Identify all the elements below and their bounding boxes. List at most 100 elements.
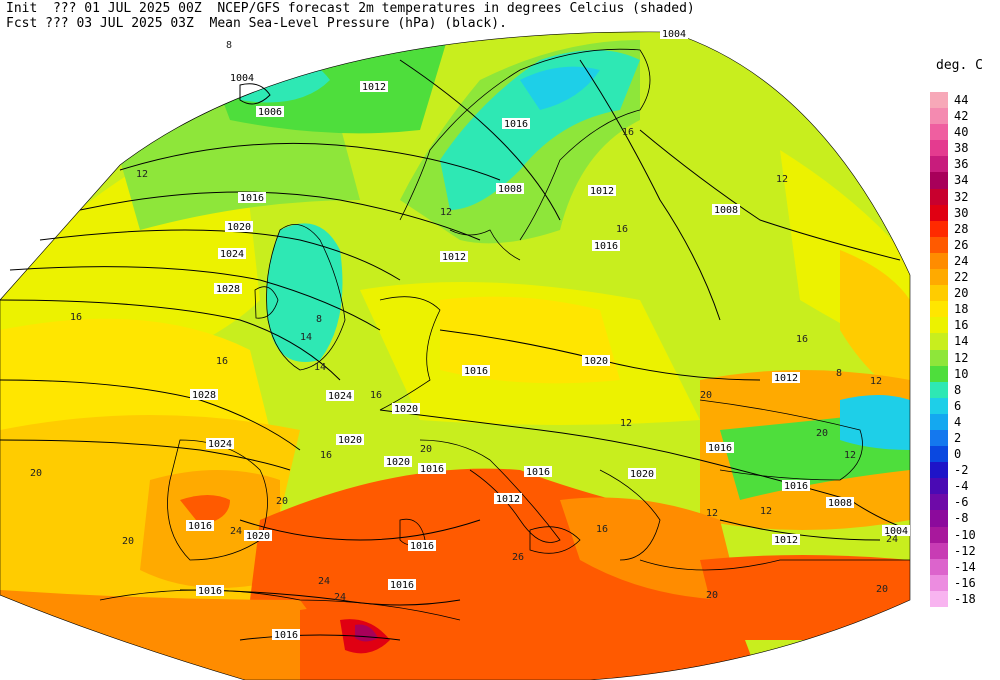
pressure-label: 1024: [220, 249, 244, 260]
pressure-label: 1012: [442, 252, 466, 263]
legend-label: 12: [954, 350, 969, 365]
temp-label: 20: [122, 536, 134, 547]
legend-swatch: [930, 92, 948, 109]
legend-label: -2: [954, 463, 969, 478]
pressure-label: 1004: [230, 73, 254, 84]
temp-label: 20: [816, 428, 828, 439]
legend-swatch: [930, 108, 948, 125]
legend-label: -16: [954, 575, 976, 590]
temp-label: 16: [70, 312, 82, 323]
pressure-label: 1016: [504, 119, 528, 130]
legend-swatch: [930, 397, 948, 414]
legend-swatch: [930, 446, 948, 463]
pressure-label: 1006: [258, 107, 282, 118]
legend-label: -4: [954, 479, 969, 494]
header-line-forecast: Fcst ??? 03 JUL 2025 03Z Mean Sea-Level …: [6, 16, 507, 31]
pressure-label: 1028: [192, 390, 216, 401]
pressure-label: 1020: [394, 404, 418, 415]
legend-label: 14: [954, 334, 969, 349]
legend-label: 6: [954, 398, 962, 413]
isobars: [0, 59, 911, 641]
temp-label: 16: [320, 450, 332, 461]
temp-label: 8: [836, 368, 842, 379]
pressure-label: 1016: [594, 241, 618, 252]
pressure-label: 1004: [884, 526, 908, 537]
legend-swatch: [930, 220, 948, 237]
pressure-label: 1016: [198, 586, 222, 597]
legend-label: 4: [954, 414, 962, 429]
legend-swatch: [930, 462, 948, 479]
legend-label: 30: [954, 205, 969, 220]
legend-swatch: [930, 301, 948, 318]
legend-swatch: [930, 413, 948, 430]
legend-swatch: [930, 204, 948, 221]
pressure-label: 1016: [420, 464, 444, 475]
temp-label: 20: [706, 590, 718, 601]
temp-label: 14: [300, 332, 312, 343]
legend-label: 22: [954, 270, 969, 285]
legend-label: 16: [954, 318, 969, 333]
legend-label: 36: [954, 157, 969, 172]
legend-swatch: [930, 285, 948, 302]
legend-swatch: [930, 349, 948, 366]
temp-label: 12: [776, 174, 788, 185]
temp-label: 16: [216, 356, 228, 367]
pressure-label: 1028: [216, 284, 240, 295]
pressure-labels: 1004 1006 1012 1016 1020 1024 1028 1008 …: [186, 28, 910, 641]
temp-label: 12: [440, 207, 452, 218]
legend-swatch: [930, 429, 948, 447]
legend-swatch: [930, 478, 948, 495]
temp-label: 20: [30, 468, 42, 479]
temp-label: 20: [420, 444, 432, 455]
temp-label: 20: [700, 390, 712, 401]
temp-label: 16: [796, 334, 808, 345]
pressure-label: 1024: [208, 439, 232, 450]
legend-swatch: [930, 172, 948, 189]
legend-swatch: [930, 574, 948, 591]
legend-swatch: [930, 333, 948, 350]
temp-label: 12: [136, 169, 148, 180]
pressure-label: 1004: [662, 29, 686, 40]
legend-label: -6: [954, 495, 969, 510]
pressure-label: 1012: [496, 494, 520, 505]
legend-label: 42: [954, 109, 969, 124]
legend-swatch: [930, 542, 948, 559]
legend-swatch: [930, 590, 948, 607]
pressure-label: 1016: [784, 481, 808, 492]
legend-swatch: [930, 526, 948, 543]
legend-swatch: [930, 252, 948, 270]
legend-label: 2: [954, 430, 962, 445]
legend-swatch: [930, 510, 948, 527]
pressure-label: 1012: [590, 186, 614, 197]
pressure-label: 1012: [362, 82, 386, 93]
legend-label: -18: [954, 591, 976, 606]
legend-swatch: [930, 317, 948, 334]
legend-swatch: [930, 236, 948, 253]
legend-swatch: [930, 494, 948, 511]
coastlines: [99, 48, 910, 621]
temp-label: 24: [230, 526, 242, 537]
pressure-label: 1016: [274, 630, 298, 641]
legend-label: 10: [954, 366, 969, 381]
temp-label: 8: [226, 40, 232, 51]
pressure-label: 1016: [464, 366, 488, 377]
legend-label: 34: [954, 173, 969, 188]
temp-label: 12: [620, 418, 632, 429]
legend-label: 8: [954, 382, 962, 397]
legend-swatch: [930, 558, 948, 575]
pressure-label: 1020: [630, 469, 654, 480]
temp-label: 20: [876, 584, 888, 595]
pressure-label: 1020: [227, 222, 251, 233]
pressure-label: 1016: [240, 193, 264, 204]
temp-label: 24: [318, 576, 330, 587]
pressure-label: 1012: [774, 373, 798, 384]
legend-label: -12: [954, 543, 976, 558]
pressure-label: 1016: [188, 521, 212, 532]
legend-label: 24: [954, 253, 969, 268]
legend-title: deg. C: [936, 58, 983, 73]
pressure-label: 1020: [338, 435, 362, 446]
legend-swatch: [930, 381, 948, 398]
temp-label: 16: [622, 127, 634, 138]
